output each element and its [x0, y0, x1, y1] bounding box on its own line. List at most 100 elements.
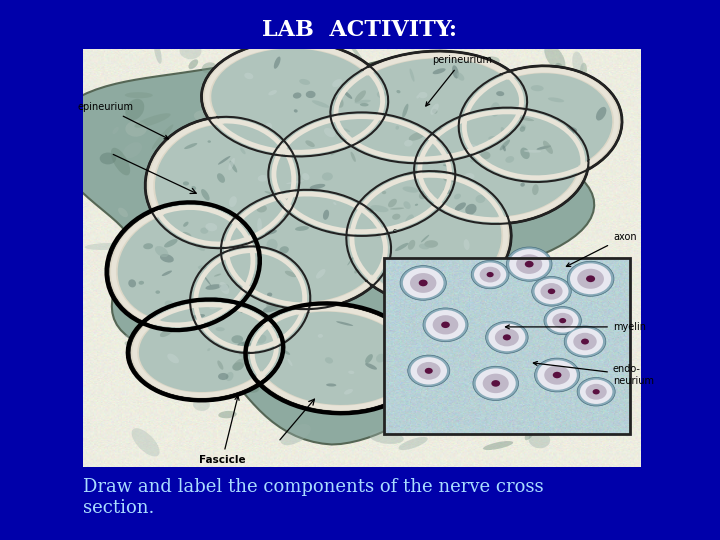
Ellipse shape — [443, 164, 449, 166]
Ellipse shape — [145, 117, 300, 248]
Ellipse shape — [317, 389, 341, 402]
Circle shape — [474, 262, 506, 287]
Text: Fascicle: Fascicle — [199, 396, 246, 464]
Ellipse shape — [266, 321, 270, 326]
Circle shape — [541, 283, 562, 300]
Ellipse shape — [277, 350, 295, 362]
Ellipse shape — [244, 73, 253, 79]
Ellipse shape — [377, 236, 384, 238]
Ellipse shape — [218, 156, 230, 165]
Ellipse shape — [99, 152, 116, 164]
Ellipse shape — [294, 130, 300, 137]
Ellipse shape — [278, 120, 446, 228]
Ellipse shape — [207, 348, 210, 351]
Bar — [384, 258, 630, 434]
Circle shape — [581, 339, 589, 345]
Ellipse shape — [324, 128, 336, 137]
Ellipse shape — [274, 57, 281, 69]
Ellipse shape — [339, 82, 346, 97]
Ellipse shape — [212, 253, 228, 261]
Ellipse shape — [418, 92, 428, 98]
Ellipse shape — [346, 171, 511, 303]
Ellipse shape — [85, 243, 127, 250]
Ellipse shape — [251, 273, 259, 284]
Ellipse shape — [478, 144, 485, 150]
Ellipse shape — [318, 334, 323, 338]
Ellipse shape — [373, 232, 391, 258]
Ellipse shape — [239, 281, 249, 287]
Circle shape — [495, 328, 519, 346]
Ellipse shape — [125, 334, 132, 338]
Ellipse shape — [255, 279, 288, 299]
Ellipse shape — [488, 136, 498, 140]
Text: endo-
neurium: endo- neurium — [534, 361, 654, 386]
Ellipse shape — [405, 214, 414, 228]
Ellipse shape — [474, 241, 486, 253]
Ellipse shape — [433, 170, 446, 179]
Ellipse shape — [464, 239, 469, 250]
Circle shape — [400, 266, 446, 300]
Ellipse shape — [328, 120, 349, 139]
Circle shape — [403, 268, 444, 298]
Circle shape — [408, 355, 450, 387]
Ellipse shape — [399, 437, 428, 450]
Ellipse shape — [323, 210, 329, 220]
Ellipse shape — [111, 148, 130, 176]
Ellipse shape — [267, 293, 272, 296]
Ellipse shape — [226, 372, 233, 381]
Ellipse shape — [235, 197, 240, 201]
Ellipse shape — [165, 300, 174, 308]
Ellipse shape — [117, 211, 249, 322]
Ellipse shape — [330, 51, 527, 163]
Ellipse shape — [118, 207, 128, 217]
Ellipse shape — [257, 218, 262, 232]
Ellipse shape — [500, 127, 508, 140]
Ellipse shape — [155, 246, 168, 257]
Ellipse shape — [288, 105, 307, 124]
Ellipse shape — [354, 269, 359, 274]
Circle shape — [573, 333, 597, 350]
Ellipse shape — [416, 301, 436, 321]
Ellipse shape — [128, 231, 134, 241]
Circle shape — [564, 326, 606, 357]
Ellipse shape — [144, 337, 161, 347]
Circle shape — [425, 368, 433, 374]
Ellipse shape — [190, 246, 310, 353]
Ellipse shape — [240, 148, 246, 154]
Circle shape — [506, 247, 552, 281]
Ellipse shape — [369, 431, 404, 444]
Ellipse shape — [207, 140, 211, 143]
Circle shape — [509, 249, 549, 279]
Ellipse shape — [218, 411, 237, 418]
Ellipse shape — [355, 90, 366, 103]
Ellipse shape — [220, 284, 229, 291]
Ellipse shape — [218, 373, 228, 380]
Circle shape — [586, 275, 595, 282]
Ellipse shape — [402, 104, 408, 118]
Ellipse shape — [456, 72, 464, 81]
Circle shape — [471, 260, 509, 289]
Circle shape — [525, 261, 534, 267]
Ellipse shape — [238, 341, 251, 348]
Ellipse shape — [523, 150, 541, 153]
Circle shape — [410, 357, 447, 384]
Ellipse shape — [276, 359, 283, 362]
Ellipse shape — [202, 274, 211, 286]
Circle shape — [534, 358, 580, 392]
Ellipse shape — [529, 427, 550, 435]
Text: Draw and label the components of the nerve cross
section.: Draw and label the components of the ner… — [83, 478, 544, 517]
Ellipse shape — [160, 254, 174, 262]
Ellipse shape — [162, 269, 191, 289]
Circle shape — [417, 362, 441, 380]
Ellipse shape — [269, 204, 279, 213]
Ellipse shape — [202, 41, 388, 157]
Ellipse shape — [432, 109, 438, 114]
Ellipse shape — [256, 335, 266, 343]
Ellipse shape — [229, 196, 237, 207]
Circle shape — [537, 360, 577, 390]
Ellipse shape — [470, 144, 484, 154]
Ellipse shape — [451, 80, 456, 98]
Ellipse shape — [377, 91, 386, 98]
Text: epineurium: epineurium — [77, 102, 168, 139]
Circle shape — [485, 321, 528, 353]
